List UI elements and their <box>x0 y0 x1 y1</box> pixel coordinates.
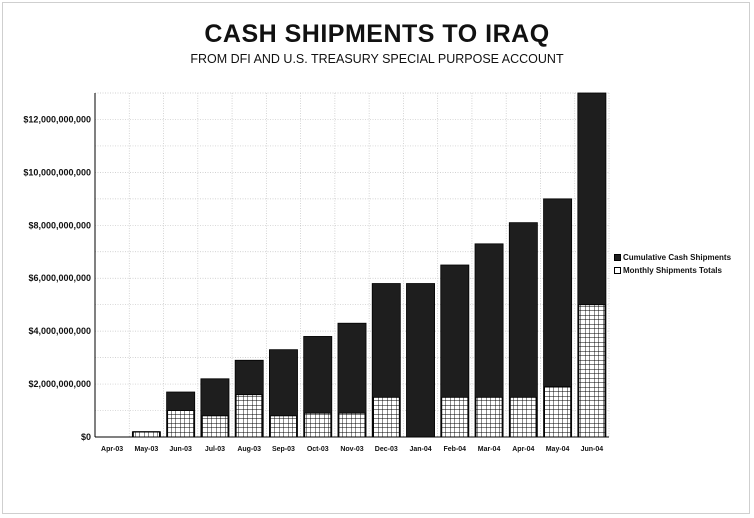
bar-monthly-nov-03 <box>338 412 366 438</box>
legend-swatch-monthly <box>614 267 621 274</box>
y-tick-label: $10,000,000,000 <box>23 167 91 177</box>
x-tick-label: Apr-04 <box>512 446 534 453</box>
bar-cumulative-jan-04 <box>406 283 435 438</box>
x-tick-label: Jun-04 <box>581 446 604 453</box>
legend-item-monthly: Monthly Shipments Totals <box>614 264 731 277</box>
bar-monthly-dec-03 <box>372 396 400 438</box>
chart-title: CASH SHIPMENTS TO IRAQ <box>204 20 550 48</box>
legend-swatch-cumulative <box>614 254 621 261</box>
bar-monthly-oct-03 <box>304 412 332 438</box>
chart-subtitle: FROM DFI AND U.S. TREASURY SPECIAL PURPO… <box>190 52 564 66</box>
bar-monthly-may-04 <box>544 386 572 438</box>
legend-label-monthly: Monthly Shipments Totals <box>623 266 722 275</box>
x-tick-label: Apr-03 <box>101 446 123 453</box>
x-tick-label: Jun-03 <box>169 446 192 453</box>
legend: Cumulative Cash Shipments Monthly Shipme… <box>614 251 731 277</box>
x-tick-label: Oct-03 <box>307 446 329 453</box>
bar-monthly-feb-04 <box>441 396 469 438</box>
legend-label-cumulative: Cumulative Cash Shipments <box>623 253 732 262</box>
bar-monthly-mar-04 <box>475 396 503 438</box>
x-tick-label: Dec-03 <box>375 446 398 453</box>
x-tick-label: Sep-03 <box>272 446 295 453</box>
bar-monthly-jun-04 <box>578 304 606 438</box>
x-tick-label: Mar-04 <box>478 446 501 453</box>
bar-monthly-sep-03 <box>269 415 297 438</box>
bar-monthly-apr-04 <box>509 396 537 438</box>
y-tick-label: $6,000,000,000 <box>28 273 91 283</box>
x-tick-label: Nov-03 <box>340 446 363 453</box>
x-tick-label: Feb-04 <box>444 446 467 453</box>
y-tick-label: $8,000,000,000 <box>28 220 91 230</box>
x-tick-label: Jul-03 <box>205 446 225 453</box>
bars-layer <box>131 92 607 438</box>
x-tick-label: May-04 <box>546 446 570 453</box>
y-tick-label: $2,000,000,000 <box>28 379 91 389</box>
bar-monthly-jun-03 <box>167 410 195 438</box>
x-tick-label: Jan-04 <box>409 446 431 453</box>
y-tick-label: $4,000,000,000 <box>28 326 91 336</box>
y-tick-label: $12,000,000,000 <box>23 114 91 124</box>
bar-monthly-jul-03 <box>201 415 229 438</box>
axis-layer: $0 $2,000,000,000 $4,000,000,000 $6,000,000… <box>23 93 609 453</box>
x-tick-label: Aug-03 <box>237 446 261 453</box>
legend-item-cumulative: Cumulative Cash Shipments <box>614 251 731 264</box>
bar-monthly-aug-03 <box>235 394 263 438</box>
bar-monthly-may-03 <box>132 431 160 438</box>
y-tick-label: $0 <box>81 432 91 442</box>
x-tick-label: May-03 <box>135 446 159 453</box>
